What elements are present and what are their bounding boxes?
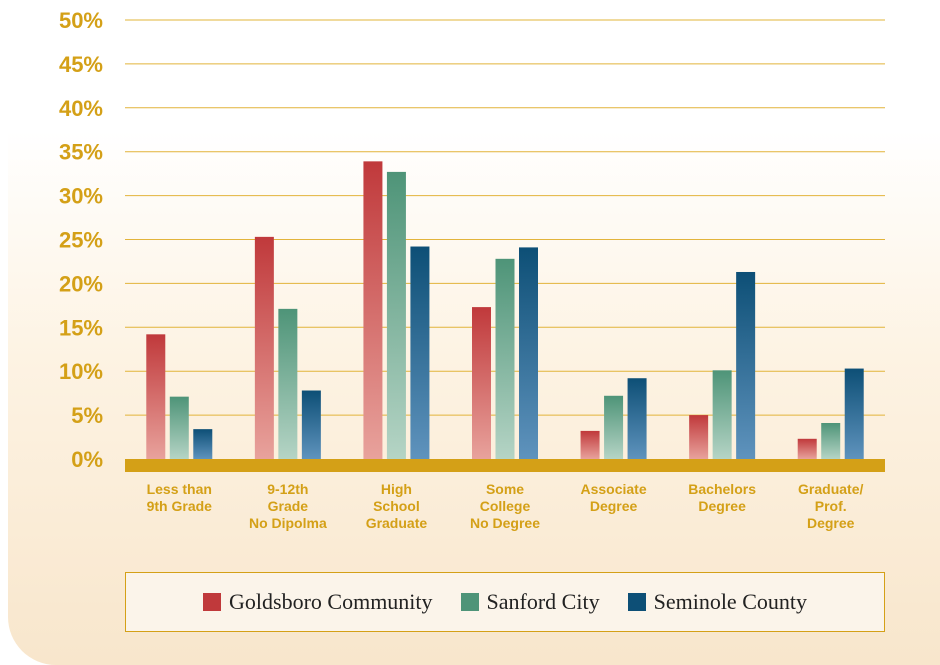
legend-label: Seminole County <box>653 589 807 614</box>
bar <box>169 396 189 459</box>
y-tick-label: 40% <box>59 96 103 121</box>
bar <box>627 378 647 459</box>
bar <box>472 307 491 459</box>
y-tick-label: 5% <box>71 403 103 428</box>
y-tick-label: 25% <box>59 228 103 253</box>
bar <box>495 258 515 459</box>
legend-item: Seminole County <box>627 589 807 615</box>
legend-label: Sanford City <box>486 589 600 614</box>
bar <box>363 161 383 459</box>
bar <box>410 246 430 459</box>
legend-item: Sanford City <box>460 589 600 615</box>
y-tick-label: 15% <box>59 315 103 340</box>
x-category-label: Less than 9th Grade <box>147 481 213 514</box>
y-tick-label: 0% <box>71 447 103 472</box>
x-category-label: Associate Degree <box>580 481 646 514</box>
bar <box>519 247 538 459</box>
legend-item: Goldsboro Community <box>203 589 433 615</box>
x-category-label: Bachelors Degree <box>688 481 756 514</box>
bar <box>736 271 756 459</box>
bar <box>844 368 864 459</box>
bar <box>278 308 298 459</box>
y-tick-label: 30% <box>59 184 103 209</box>
bar <box>193 429 213 459</box>
legend-swatch <box>627 593 646 611</box>
bar <box>580 430 600 459</box>
x-axis-baseline <box>125 459 885 472</box>
legend-swatch <box>460 593 479 611</box>
bar <box>797 438 817 459</box>
legend-swatch <box>203 593 222 611</box>
legend-label: Goldsboro Community <box>229 589 433 614</box>
bar <box>301 390 321 459</box>
bar <box>689 415 709 459</box>
x-category-label: Some College No Degree <box>470 481 540 531</box>
y-tick-label: 35% <box>59 140 103 165</box>
y-tick-label: 45% <box>59 52 103 77</box>
x-category-label: High School Graduate <box>366 481 428 531</box>
y-tick-label: 20% <box>59 271 103 296</box>
bar <box>821 423 841 459</box>
y-tick-label: 50% <box>59 8 103 33</box>
x-category-label: 9-12th Grade No Dipolma <box>249 481 327 531</box>
bar <box>604 395 624 459</box>
y-tick-label: 10% <box>59 359 103 384</box>
bar <box>146 334 166 459</box>
bar <box>254 236 274 459</box>
legend: Goldsboro Community Sanford City Seminole … <box>125 572 885 632</box>
bar <box>712 370 732 459</box>
bar <box>386 171 406 460</box>
x-category-label: Graduate/Prof. Degree <box>798 481 863 531</box>
